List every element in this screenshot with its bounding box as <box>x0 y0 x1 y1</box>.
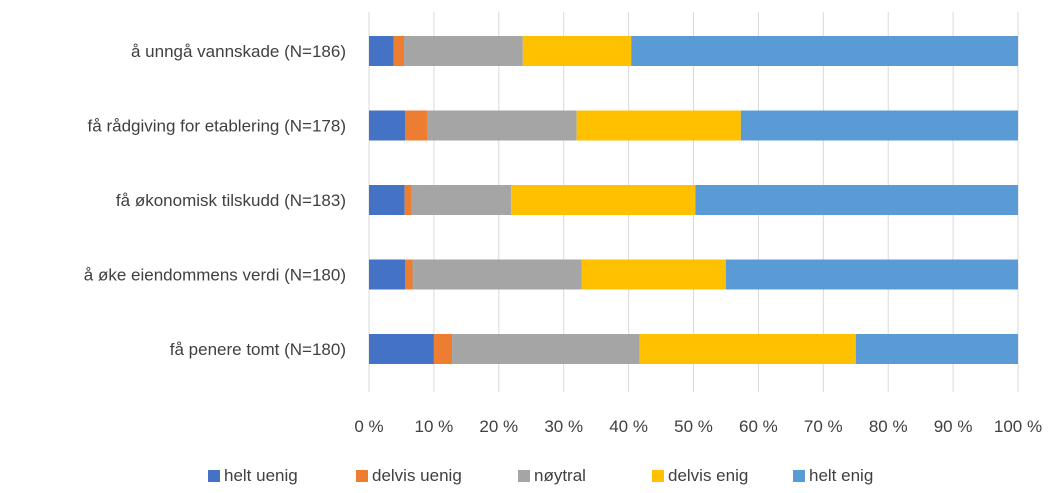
legend-swatch <box>208 470 220 482</box>
bar-segment <box>412 259 582 290</box>
bar-segment <box>369 36 394 66</box>
x-tick-label: 100 % <box>994 417 1042 436</box>
bar-segment <box>404 185 412 215</box>
x-tick-label: 40 % <box>609 417 648 436</box>
bar-segment <box>725 259 1018 290</box>
x-tick-label: 70 % <box>804 417 843 436</box>
legend-label: helt uenig <box>224 466 298 485</box>
category-label: å øke eiendommens verdi (N=180) <box>84 266 346 285</box>
bar-segment <box>404 36 523 66</box>
bar-segment <box>369 259 406 290</box>
bar-segment <box>695 185 1018 215</box>
bar-segment <box>639 334 856 364</box>
bar-segment <box>581 259 726 290</box>
legend-label: delvis uenig <box>372 466 462 485</box>
legend-label: helt enig <box>809 466 873 485</box>
x-tick-labels: 0 % 10 % 20 % 30 % 40 % 50 % 60 % 70 % 80 % 90 % 1… <box>354 417 1042 436</box>
bar-segment <box>369 110 406 141</box>
bar-segment <box>427 110 577 141</box>
legend-swatch <box>356 470 368 482</box>
legend-label: delvis enig <box>668 466 748 485</box>
bar-segment <box>855 334 1018 364</box>
bar-segment <box>452 334 640 364</box>
bar-segment <box>740 110 1018 141</box>
bar-segment <box>369 185 405 215</box>
category-label: å unngå vannskade (N=186) <box>131 42 346 61</box>
bar-segment <box>576 110 741 141</box>
category-labels: å unngå vannskade (N=186) få rådgiving fo… <box>84 42 346 359</box>
x-tick-label: 80 % <box>869 417 908 436</box>
legend: helt uenig delvis uenig nøytral delvis enig… <box>208 466 873 485</box>
bar-segment <box>369 334 434 364</box>
bar-segment <box>511 185 696 215</box>
x-tick-label: 20 % <box>479 417 518 436</box>
legend-swatch <box>793 470 805 482</box>
x-tick-label: 30 % <box>544 417 583 436</box>
bar-segment <box>433 334 453 364</box>
legend-label: nøytral <box>534 466 586 485</box>
x-tick-label: 90 % <box>934 417 973 436</box>
category-label: få økonomisk tilskudd (N=183) <box>116 191 346 210</box>
category-label: få rådgiving for etablering (N=178) <box>88 117 346 136</box>
x-tick-label: 60 % <box>739 417 778 436</box>
category-label: få penere tomt (N=180) <box>170 340 346 359</box>
bar-segment <box>631 36 1018 66</box>
x-tick-label: 50 % <box>674 417 713 436</box>
legend-swatch <box>652 470 664 482</box>
bars <box>369 36 1018 364</box>
bar-segment <box>393 36 405 66</box>
bar-segment <box>522 36 632 66</box>
x-tick-label: 0 % <box>354 417 383 436</box>
bar-segment <box>405 259 413 290</box>
x-tick-label: 10 % <box>415 417 454 436</box>
bar-segment <box>411 185 512 215</box>
bar-segment <box>405 110 428 141</box>
legend-swatch <box>518 470 530 482</box>
